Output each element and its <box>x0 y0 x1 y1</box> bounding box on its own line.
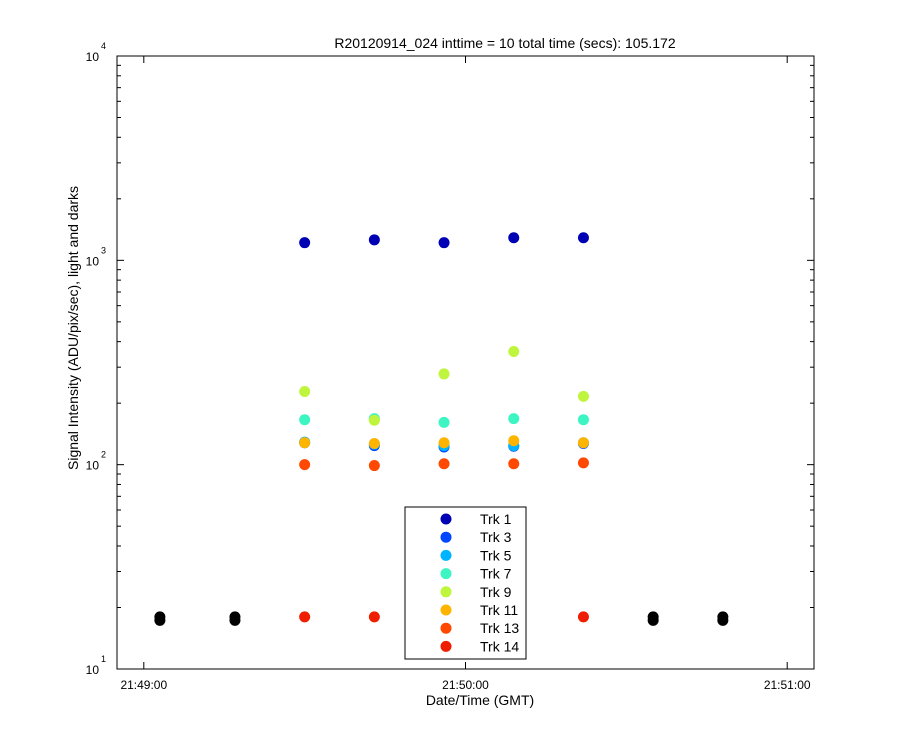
chart-title: R20120914_024 inttime = 10 total time (s… <box>334 35 675 51</box>
series-trk-14 <box>299 611 589 623</box>
data-point <box>438 458 450 470</box>
y-tick-label: 10 <box>86 254 100 268</box>
legend-marker <box>440 622 452 634</box>
data-point <box>438 416 450 428</box>
legend-label: Trk 5 <box>480 547 512 563</box>
y-tick-exponent: 3 <box>101 245 106 255</box>
data-point <box>577 414 589 426</box>
data-point <box>717 614 729 626</box>
series-dark <box>154 611 729 626</box>
data-point <box>508 458 520 470</box>
series-trk-1 <box>299 232 589 249</box>
legend-label: Trk 13 <box>480 620 519 636</box>
series-trk-7 <box>299 413 589 428</box>
series-trk-13 <box>299 457 589 472</box>
legend-marker <box>440 531 452 543</box>
data-point <box>368 437 380 449</box>
legend-marker <box>440 549 452 561</box>
legend: Trk 1 Trk 3 Trk 5 Trk 7 Trk 9 Trk 11 Trk 13 Trk… <box>404 506 527 660</box>
series-trk-9 <box>299 345 589 426</box>
data-point <box>508 345 520 357</box>
legend-marker <box>440 568 452 580</box>
legend-marker <box>440 604 452 616</box>
legend-label: Trk 14 <box>480 638 519 654</box>
data-point <box>368 414 380 426</box>
data-point <box>438 368 450 380</box>
x-tick-label: 21:49:00 <box>120 678 167 692</box>
data-point <box>647 614 659 626</box>
x-tick-label: 21:50:00 <box>442 678 489 692</box>
data-point <box>299 611 311 623</box>
data-point <box>299 437 311 449</box>
y-axis-title: Signal Intensity (ADU/pix/sec), light an… <box>65 186 81 470</box>
y-tick-label: 10 <box>86 663 100 677</box>
data-point <box>299 386 311 398</box>
data-point <box>577 611 589 623</box>
legend-marker <box>440 640 452 652</box>
legend-label: Trk 9 <box>480 584 512 600</box>
data-point <box>577 437 589 449</box>
legend-box <box>404 506 527 660</box>
legend-label: Trk 1 <box>480 511 512 527</box>
data-point <box>508 413 520 425</box>
data-points <box>154 232 729 626</box>
data-point <box>577 390 589 402</box>
data-point <box>508 232 520 244</box>
data-point <box>299 414 311 426</box>
y-tick-exponent: 1 <box>101 654 106 664</box>
data-point <box>508 435 520 447</box>
x-axis-title: Date/Time (GMT) <box>426 692 534 708</box>
y-tick-exponent: 4 <box>101 41 106 51</box>
plot-frame <box>116 55 815 670</box>
data-point <box>229 614 241 626</box>
data-point <box>368 234 380 246</box>
data-point <box>577 232 589 244</box>
y-tick-label: 10 <box>86 50 100 64</box>
legend-label: Trk 3 <box>480 529 512 545</box>
data-point <box>368 460 380 472</box>
y-tick-label: 10 <box>86 459 100 473</box>
data-point <box>299 237 311 249</box>
data-point <box>438 237 450 249</box>
data-point <box>368 611 380 623</box>
legend-marker <box>440 513 452 525</box>
legend-marker <box>440 586 452 598</box>
legend-label: Trk 11 <box>480 602 518 618</box>
data-point <box>299 459 311 471</box>
data-point <box>154 614 166 626</box>
legend-label: Trk 7 <box>480 566 512 582</box>
x-tick-label: 21:51:00 <box>764 678 811 692</box>
data-point <box>577 457 589 469</box>
data-point <box>438 437 450 449</box>
series-trk-11 <box>299 435 589 449</box>
y-tick-exponent: 2 <box>101 450 106 460</box>
